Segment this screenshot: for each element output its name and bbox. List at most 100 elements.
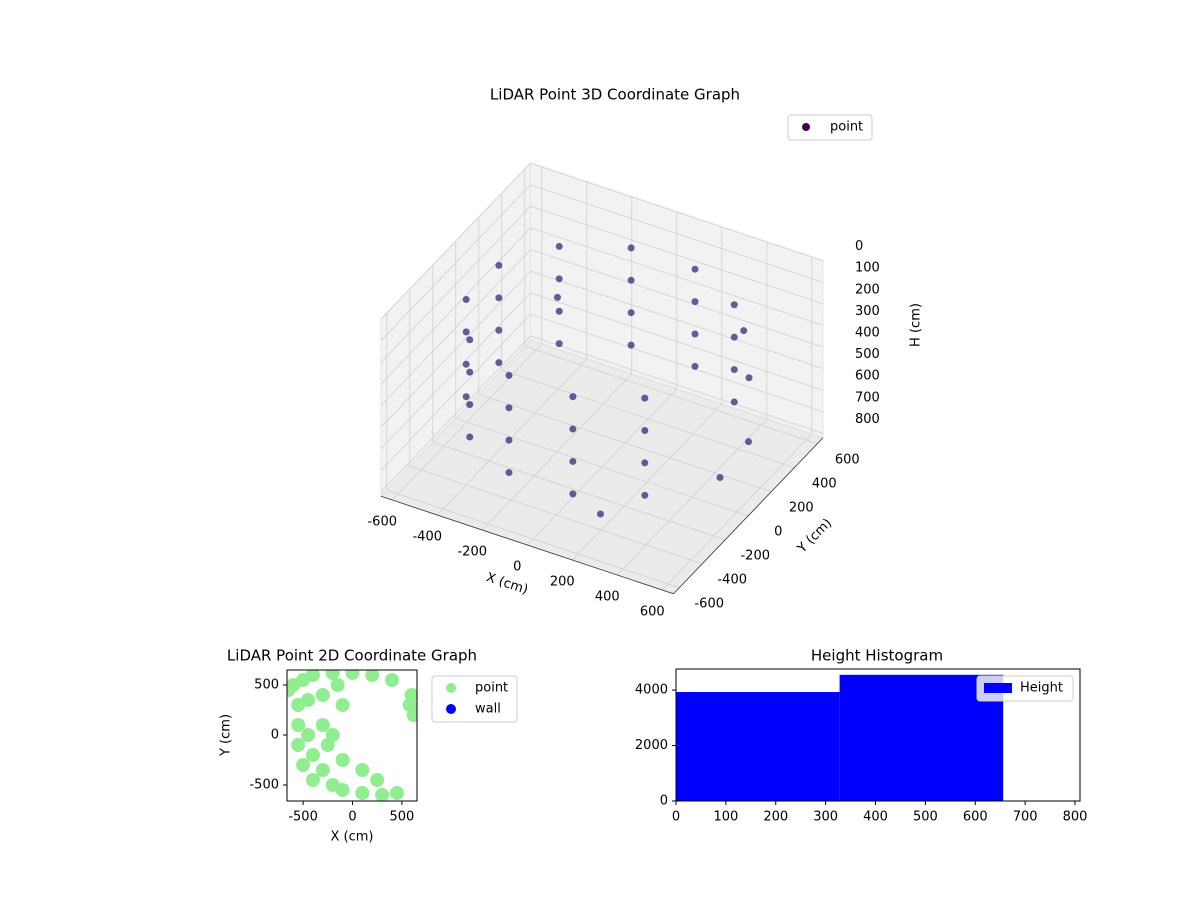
grid-line: [530, 227, 824, 326]
point: [555, 242, 563, 250]
x-axis-label: X (cm): [331, 830, 374, 845]
grid-line: [530, 162, 824, 262]
y-tick-label: -600: [694, 596, 724, 611]
point: [627, 309, 635, 317]
point: [505, 469, 513, 477]
point: [569, 393, 577, 401]
y-tick-label: 0: [271, 728, 279, 743]
point: [730, 333, 738, 341]
point: [740, 327, 748, 335]
grid-line: [380, 249, 531, 406]
grid-line: [380, 227, 531, 385]
z-tick-label: 600: [855, 369, 880, 384]
point: [355, 786, 370, 800]
legend-label: wall: [475, 702, 501, 717]
x-tick-label: 100: [713, 810, 738, 825]
point: [462, 393, 470, 401]
point: [389, 786, 404, 800]
point: [627, 341, 635, 349]
x-tick-label: -500: [288, 810, 318, 825]
y-tick-label: 600: [835, 452, 860, 467]
point: [627, 244, 635, 252]
point: [569, 490, 577, 498]
point: [291, 718, 306, 732]
point: [335, 698, 350, 712]
point: [505, 404, 513, 412]
axis-line: [673, 437, 824, 595]
x-tick-label: 300: [813, 810, 838, 825]
z-tick-label: 800: [855, 412, 880, 427]
point: [287, 683, 296, 697]
grid-line: [530, 335, 824, 434]
legend-box: [787, 114, 873, 141]
point: [370, 773, 385, 787]
grid-line: [380, 206, 531, 363]
point: [291, 738, 306, 752]
grid-line: [409, 465, 703, 565]
grid-line: [530, 292, 824, 391]
point: [495, 294, 503, 302]
point: [466, 401, 474, 409]
legend-marker: [446, 683, 456, 693]
point: [301, 693, 316, 707]
y-tick-label: 2000: [635, 738, 668, 753]
z-axis-label: H (cm): [909, 303, 924, 347]
x-tick-label: 500: [389, 810, 414, 825]
point: [466, 368, 474, 376]
z-tick-label: 200: [855, 282, 880, 297]
point: [325, 728, 340, 742]
point: [462, 360, 470, 368]
point: [569, 457, 577, 465]
x-tick-label: -400: [412, 530, 442, 545]
bar: [839, 674, 1004, 801]
point: [597, 510, 604, 518]
point: [495, 261, 503, 269]
point: [462, 328, 470, 336]
point: [315, 763, 330, 777]
legend-label: point: [475, 681, 508, 696]
point: [641, 427, 649, 435]
y-tick-label: 0: [660, 794, 668, 809]
point: [627, 276, 635, 284]
grid-line: [501, 369, 795, 469]
axis-line: [380, 495, 674, 595]
grid-line: [380, 270, 531, 428]
legend-marker: [984, 683, 1012, 693]
point: [305, 670, 320, 682]
chart-title: LiDAR Point 2D Coordinate Graph: [227, 647, 477, 665]
point: [466, 336, 474, 344]
y-tick-label: -400: [717, 572, 747, 587]
point: [691, 330, 699, 338]
x-tick-label: 400: [595, 590, 620, 605]
point: [641, 459, 649, 467]
point: [345, 670, 360, 680]
point: [745, 438, 752, 446]
z-tick-label: 400: [855, 326, 880, 341]
axes-frame: [675, 668, 1081, 802]
x-tick-label: 0: [672, 810, 680, 825]
grid-line: [380, 314, 531, 471]
point: [730, 398, 738, 406]
grid-line: [530, 205, 824, 305]
x-tick-label: 600: [640, 605, 665, 620]
grid-line: [524, 345, 818, 445]
point: [305, 748, 320, 762]
y-tick-label: 200: [789, 500, 814, 515]
grid-line: [530, 313, 824, 413]
point: [385, 673, 400, 687]
legend-box: [976, 675, 1074, 702]
x-tick-label: 700: [1013, 810, 1038, 825]
point: [730, 366, 738, 374]
point: [691, 362, 699, 370]
legend-marker: [446, 704, 456, 714]
point: [335, 783, 350, 797]
legend-marker: [802, 123, 810, 131]
x-tick-label: -600: [367, 515, 397, 530]
x-tick-label: 400: [863, 810, 888, 825]
grid-line: [380, 162, 531, 320]
point: [335, 753, 350, 767]
grid-line: [380, 184, 531, 342]
x-tick-label: -200: [457, 545, 487, 560]
